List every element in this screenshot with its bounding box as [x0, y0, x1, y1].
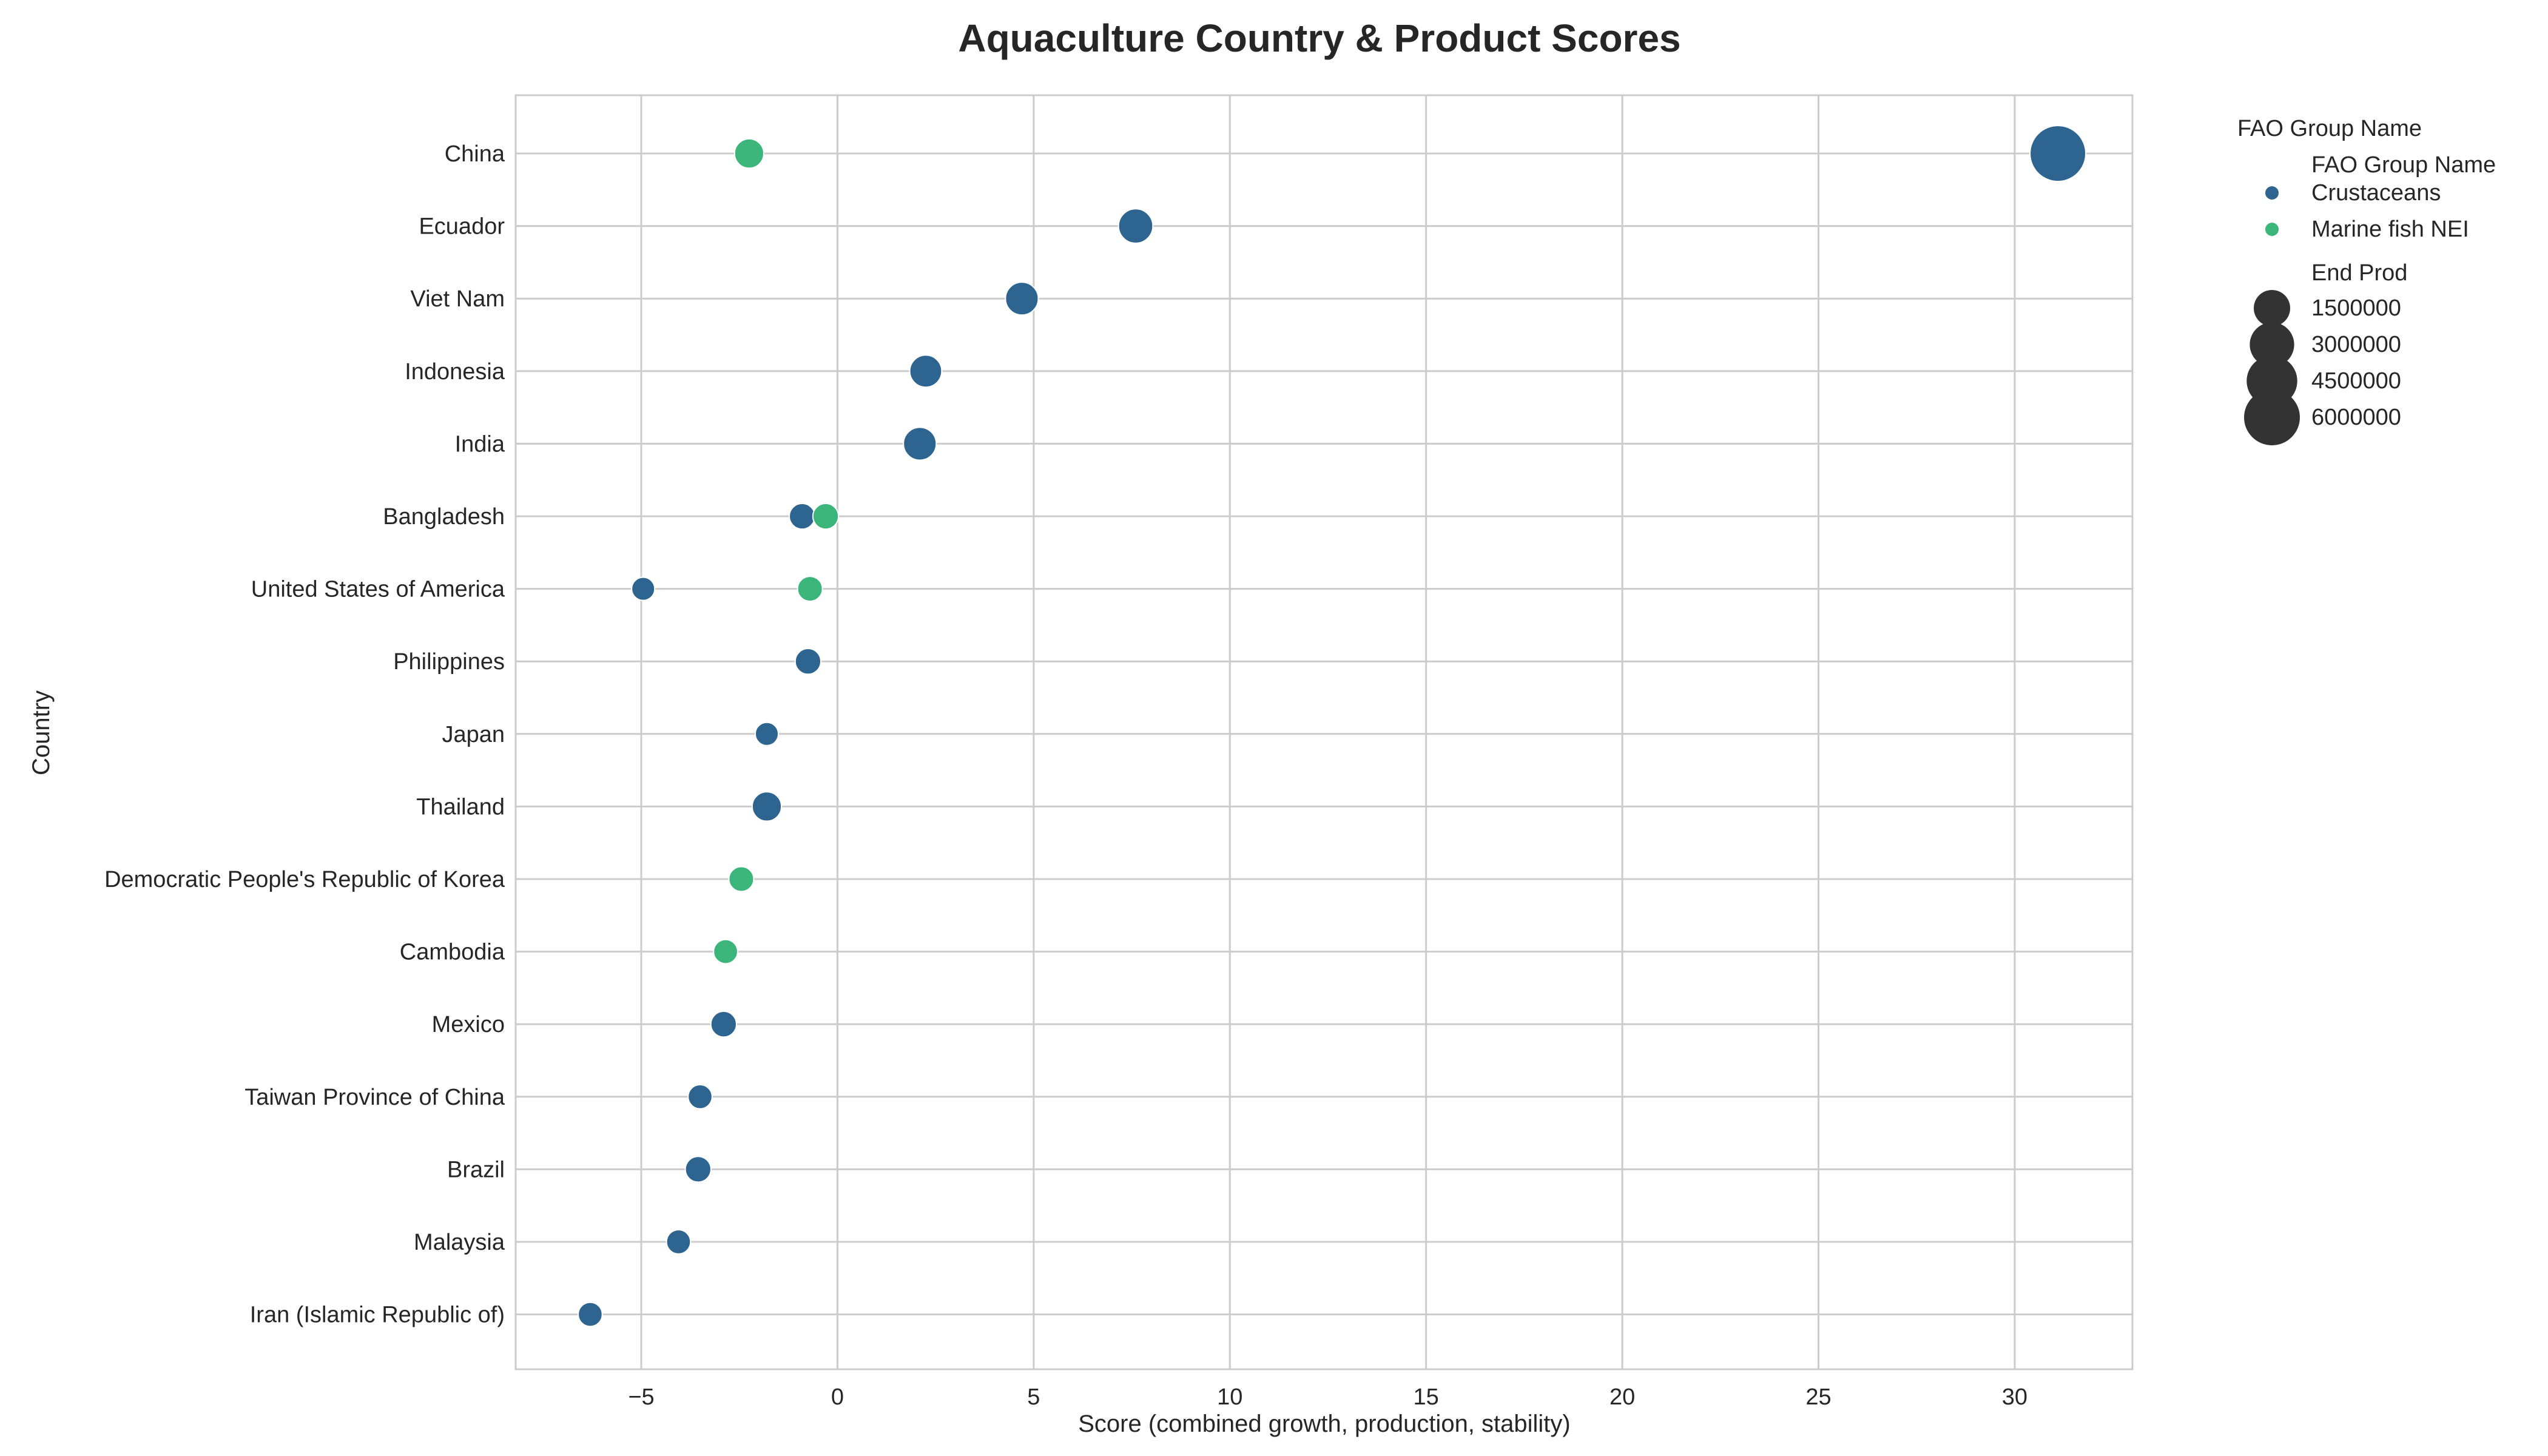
- y-tick-label: Cambodia: [400, 940, 505, 965]
- data-point-crustaceans: [794, 648, 822, 675]
- y-tick-label: Philippines: [393, 649, 505, 675]
- data-point-crustaceans: [789, 502, 816, 530]
- x-tick-label: 10: [1217, 1384, 1242, 1410]
- y-tick-label: Thailand: [416, 794, 505, 820]
- grid-lines: [516, 95, 2132, 1369]
- x-axis-label: Score (combined growth, production, stab…: [1078, 1410, 1570, 1437]
- data-point-crustaceans: [631, 576, 656, 601]
- legend-marker: [2265, 223, 2279, 236]
- data-point-crustaceans: [909, 354, 943, 388]
- plot-frame: [514, 94, 2134, 1370]
- x-tick-label: 0: [831, 1384, 844, 1410]
- legend-size-marker: [2244, 389, 2300, 445]
- x-tick-label: 25: [1805, 1384, 1831, 1410]
- y-tick-labels: China Ecuador Viet Nam Indonesia India Bangla…: [104, 141, 505, 1328]
- data-point-crustaceans: [751, 791, 783, 822]
- legend-series-label: Marine fish NEI: [2311, 217, 2469, 242]
- y-tick-label: Ecuador: [419, 214, 505, 240]
- y-tick-label: Democratic People's Republic of Korea: [104, 867, 505, 892]
- data-point-marine-fish: [733, 138, 764, 169]
- x-tick-labels: −5 0 5 10 15 20 25 30: [628, 1384, 2027, 1410]
- x-tick-label: 20: [1609, 1384, 1635, 1410]
- data-point-crustaceans: [578, 1301, 603, 1327]
- data-point-crustaceans: [687, 1084, 713, 1110]
- data-point-crustaceans: [1117, 208, 1154, 244]
- y-tick-label: Brazil: [447, 1157, 505, 1182]
- data-point-crustaceans: [2029, 125, 2087, 182]
- y-tick-label: Bangladesh: [383, 504, 505, 530]
- legend-marker: [2265, 186, 2279, 200]
- y-tick-label: India: [455, 431, 505, 457]
- data-point-crustaceans: [666, 1229, 692, 1255]
- data-point-marine-fish: [728, 866, 755, 892]
- chart-title: Aquaculture Country & Product Scores: [958, 16, 1680, 60]
- y-tick-label: Mexico: [432, 1012, 505, 1037]
- legend-title: FAO Group Name: [2237, 116, 2422, 141]
- data-points: [578, 125, 2087, 1327]
- legend-size-label: 4500000: [2311, 368, 2401, 394]
- y-tick-label: United States of America: [251, 577, 505, 602]
- legend-size-label: 3000000: [2311, 332, 2401, 357]
- y-tick-label: Japan: [442, 722, 505, 747]
- x-tick-label: 30: [2002, 1384, 2027, 1410]
- x-tick-label: 5: [1027, 1384, 1040, 1410]
- legend-size-label: 6000000: [2311, 405, 2401, 430]
- data-point-marine-fish: [797, 576, 823, 602]
- y-tick-label: Taiwan Province of China: [244, 1085, 505, 1110]
- legend-size-items: 1500000 3000000 4500000 6000000: [2244, 290, 2401, 445]
- y-tick-label: Malaysia: [414, 1230, 505, 1255]
- legend-size-title: End Prod: [2311, 260, 2407, 286]
- y-tick-label: China: [445, 141, 505, 167]
- data-point-crustaceans: [710, 1011, 737, 1038]
- data-point-crustaceans: [684, 1156, 712, 1183]
- legend: FAO Group Name FAO Group Name Crustacean…: [2237, 116, 2496, 445]
- legend-size-marker: [2250, 322, 2294, 367]
- y-axis-label: Country: [28, 690, 55, 775]
- legend-hue-subtitle: FAO Group Name: [2311, 152, 2496, 178]
- data-point-marine-fish: [713, 939, 738, 965]
- legend-hue-items: Crustaceans Marine fish NEI: [2265, 180, 2469, 242]
- legend-size-label: 1500000: [2311, 295, 2401, 321]
- data-point-crustaceans: [1005, 281, 1039, 316]
- y-tick-label: Viet Nam: [410, 286, 505, 312]
- x-tick-label: −5: [628, 1384, 654, 1410]
- legend-series-label: Crustaceans: [2311, 180, 2441, 206]
- x-tick-label: 15: [1414, 1384, 1439, 1410]
- data-point-crustaceans: [754, 721, 780, 746]
- data-point-crustaceans: [903, 426, 937, 461]
- legend-size-marker: [2254, 290, 2290, 326]
- y-tick-label: Iran (Islamic Republic of): [250, 1303, 505, 1328]
- y-tick-label: Indonesia: [405, 359, 505, 385]
- data-point-marine-fish: [812, 502, 840, 530]
